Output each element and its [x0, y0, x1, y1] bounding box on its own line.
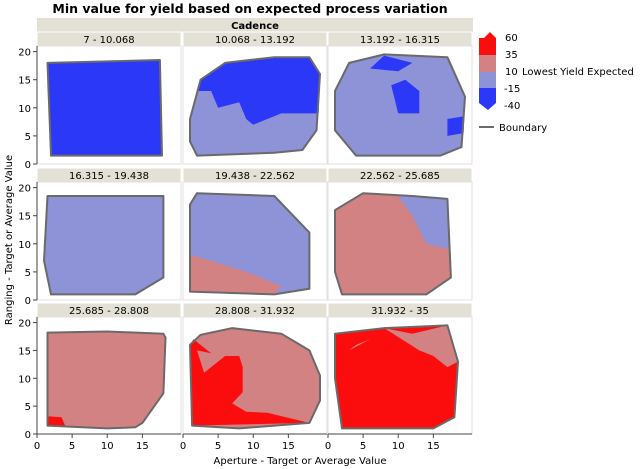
- panel-label: 16.315 - 19.438: [69, 171, 149, 182]
- x-tick-label: 5: [360, 441, 366, 452]
- panel-label: 10.068 - 13.192: [215, 35, 295, 46]
- legend-tick: 35: [505, 50, 518, 61]
- y-tick-label: 15: [18, 76, 31, 87]
- y-tick-label: 15: [18, 212, 31, 223]
- legend-swatch-blue: [479, 88, 496, 103]
- x-tick-label: 0: [34, 441, 40, 452]
- legend-tick: 60: [505, 33, 518, 44]
- panel-label: 31.932 - 35: [371, 306, 429, 317]
- y-tick-label: 15: [18, 346, 31, 357]
- group-header: [37, 18, 473, 32]
- y-tick-label: 0: [25, 430, 31, 441]
- y-tick-label: 0: [25, 160, 31, 171]
- legend-swatch-red: [479, 38, 496, 55]
- region-pink: [190, 255, 282, 295]
- y-tick-label: 10: [18, 374, 31, 385]
- x-tick-label: 15: [136, 441, 149, 452]
- legend-title: Lowest Yield Expected: [522, 67, 634, 78]
- legend-swatch-pink: [479, 55, 496, 72]
- boundary-line: [189, 192, 311, 296]
- x-tick-label: 15: [282, 441, 295, 452]
- boundary-line: [189, 327, 321, 430]
- boundary-line: [334, 192, 452, 296]
- boundary-line: [46, 330, 167, 430]
- panel-label: 25.685 - 28.808: [69, 306, 149, 317]
- y-tick-label: 20: [18, 319, 31, 330]
- boundary-line: [334, 53, 466, 157]
- x-tick-label: 10: [392, 441, 405, 452]
- region-pink: [47, 331, 166, 429]
- chart-title: Min value for yield based on expected pr…: [52, 1, 447, 16]
- legend-tick: 10: [505, 67, 518, 78]
- y-tick-label: 10: [18, 240, 31, 251]
- y-tick-label: 5: [25, 268, 31, 279]
- region-blue: [370, 55, 413, 72]
- panel-label: 19.438 - 22.562: [215, 171, 295, 182]
- legend-arrow-down: [479, 103, 496, 110]
- region-blue: [447, 116, 465, 136]
- region-blue: [391, 79, 420, 114]
- x-tick-label: 0: [180, 441, 186, 452]
- y-tick-label: 20: [18, 48, 31, 59]
- boundary-line: [334, 324, 459, 430]
- legend-tick: -40: [504, 101, 520, 112]
- legend-boundary-label: Boundary: [499, 123, 547, 134]
- y-tick-label: 10: [18, 104, 31, 115]
- x-tick-label: 15: [427, 441, 440, 452]
- x-tick-label: 0: [325, 441, 331, 452]
- x-axis-label: Aperture - Target or Average Value: [214, 456, 387, 467]
- panel-label: 7 - 10.068: [83, 35, 134, 46]
- y-axis-label: Ranging - Target or Average Value: [4, 155, 15, 325]
- group-title: Cadence: [231, 21, 279, 32]
- x-tick-label: 10: [101, 441, 114, 452]
- x-tick-label: 5: [69, 441, 75, 452]
- region-pink: [349, 339, 371, 351]
- region-blue: [197, 57, 320, 125]
- panel-label: 13.192 - 16.315: [360, 35, 440, 46]
- y-tick-label: 5: [25, 402, 31, 413]
- boundary-line: [46, 59, 163, 157]
- y-tick-label: 20: [18, 184, 31, 195]
- region-red: [190, 339, 310, 426]
- region-red: [47, 416, 66, 426]
- x-tick-label: 5: [215, 441, 221, 452]
- boundary-line: [189, 56, 321, 157]
- region-purple: [44, 196, 164, 295]
- legend: 60 35 10 Lowest Yield Expected -15 -40 B…: [479, 32, 634, 134]
- legend-tick: -15: [504, 84, 520, 95]
- y-tick-label: 5: [25, 132, 31, 143]
- region-purple: [398, 196, 450, 250]
- region-blue: [47, 60, 162, 156]
- legend-swatch-purple: [479, 72, 496, 88]
- x-tick-label: 10: [247, 441, 260, 452]
- panel-label: 22.562 - 25.685: [360, 171, 440, 182]
- y-tick-label: 0: [25, 296, 31, 307]
- boundary-line: [43, 195, 165, 296]
- panel-label: 28.808 - 31.932: [215, 306, 295, 317]
- region-pink: [384, 325, 458, 368]
- legend-arrow-up: [484, 32, 496, 38]
